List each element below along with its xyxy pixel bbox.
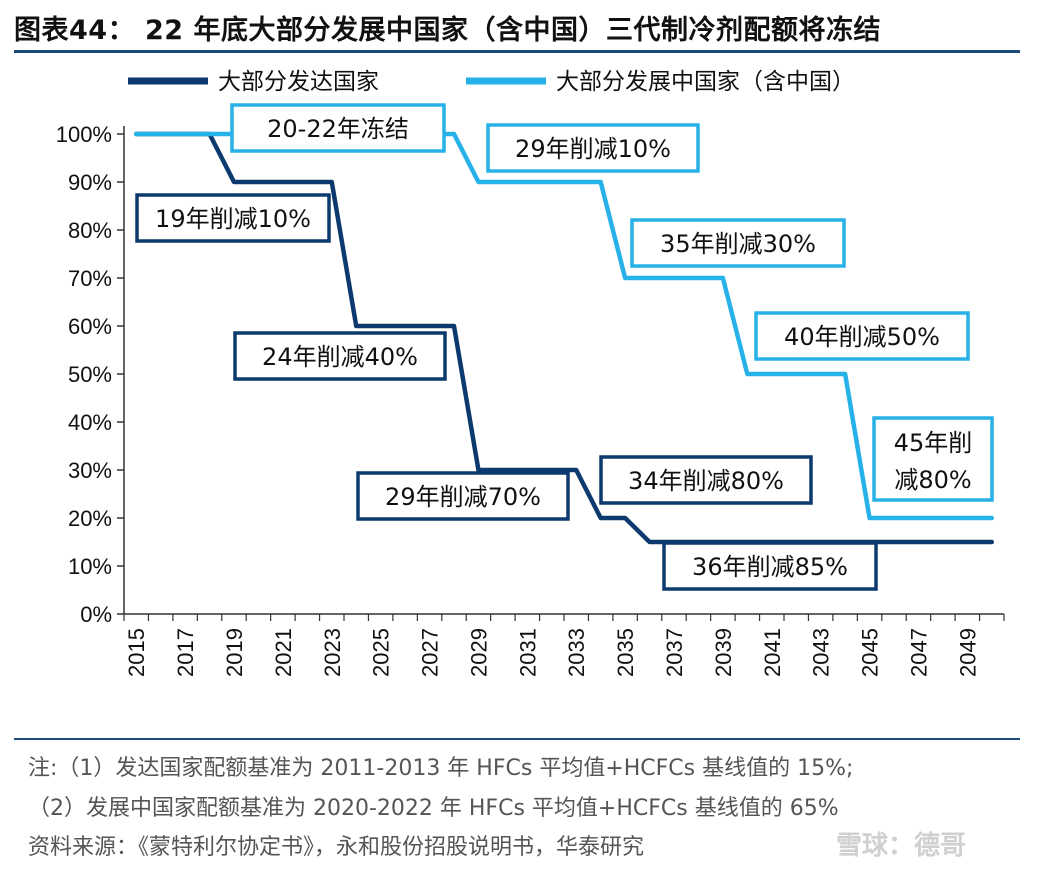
annotation-frame bbox=[872, 416, 994, 502]
y-tick-label: 100% bbox=[56, 122, 112, 147]
x-tick-label: 2017 bbox=[173, 628, 198, 677]
annotation-label: 29年削减70% bbox=[385, 483, 541, 511]
annotation-box: 34年削减80% bbox=[599, 455, 813, 505]
x-tick-label: 2021 bbox=[271, 628, 296, 677]
y-tick-label: 40% bbox=[68, 410, 112, 435]
annotation-frame bbox=[486, 123, 700, 173]
x-tick-label: 2019 bbox=[222, 628, 247, 677]
annotation-frame bbox=[754, 311, 970, 361]
y-tick-label: 30% bbox=[68, 458, 112, 483]
top-rule bbox=[14, 50, 1020, 53]
x-tick-label: 2043 bbox=[809, 628, 834, 677]
annotation-frame bbox=[233, 331, 447, 381]
annotation-box: 20-22年冻结 bbox=[230, 103, 446, 153]
x-tick-label: 2015 bbox=[124, 628, 149, 677]
annotation-frame bbox=[230, 103, 446, 153]
annotation-frame bbox=[599, 455, 813, 505]
y-tick-label: 10% bbox=[68, 554, 112, 579]
y-tick-label: 90% bbox=[68, 170, 112, 195]
annotation-box: 29年削减70% bbox=[356, 471, 570, 521]
annotation-box: 29年削减10% bbox=[486, 123, 700, 173]
y-tick-label: 60% bbox=[68, 314, 112, 339]
legend-label-developed: 大部分发达国家 bbox=[218, 69, 379, 95]
annotation-box: 36年削减85% bbox=[662, 541, 878, 591]
annotation-box: 24年削减40% bbox=[233, 331, 447, 381]
x-tick-label: 2025 bbox=[369, 628, 394, 677]
x-tick-label: 2041 bbox=[760, 628, 785, 677]
annotation-label: 40年削减50% bbox=[784, 323, 940, 351]
x-tick-label: 2047 bbox=[906, 628, 931, 677]
annotation-label: 34年削减80% bbox=[628, 467, 784, 495]
y-tick-label: 50% bbox=[68, 362, 112, 387]
footnote-1: 注:（1）发达国家配额基准为 2011-2013 年 HFCs 平均值+HCFC… bbox=[28, 756, 854, 781]
x-tick-label: 2027 bbox=[418, 628, 443, 677]
legend: 大部分发达国家 大部分发展中国家（含中国） bbox=[128, 69, 855, 95]
y-tick-label: 70% bbox=[68, 266, 112, 291]
y-tick-label: 0% bbox=[80, 602, 112, 627]
x-tick-label: 2023 bbox=[320, 628, 345, 677]
legend-label-developing: 大部分发展中国家（含中国） bbox=[556, 69, 855, 95]
y-tick-label: 20% bbox=[68, 506, 112, 531]
annotations: 20-22年冻结 29年削减10% 35年削减30% 40年削减50% 45年削减80%… bbox=[135, 103, 994, 591]
annotation-box: 40年削减50% bbox=[754, 311, 970, 361]
annotation-box: 35年削减30% bbox=[630, 218, 846, 268]
annotation-frame bbox=[630, 218, 846, 268]
annotation-label: 19年削减10% bbox=[155, 205, 311, 233]
footnote-2: （2）发展中国家配额基准为 2020-2022 年 HFCs 平均值+HCFCs… bbox=[28, 796, 839, 821]
step-line-chart: 大部分发达国家 大部分发展中国家（含中国） 0% 10% 20% 30% 40% 50% 6… bbox=[56, 69, 1005, 677]
x-tick-label: 2039 bbox=[711, 628, 736, 677]
annotation-box: 19年削减10% bbox=[135, 193, 331, 243]
x-tick-label: 2033 bbox=[564, 628, 589, 677]
annotation-label: 24年削减40% bbox=[262, 343, 418, 371]
annotation-label: 减80% bbox=[894, 466, 971, 494]
annotation-label: 36年削减85% bbox=[692, 553, 848, 581]
source-line: 资料来源：《蒙特利尔协定书》，永和股份招股说明书，华泰研究 bbox=[28, 835, 645, 860]
watermark: 雪球：德哥 bbox=[836, 831, 967, 861]
x-tick-label: 2045 bbox=[858, 628, 883, 677]
annotation-frame bbox=[356, 471, 570, 521]
annotation-label: 20-22年冻结 bbox=[267, 115, 409, 143]
chart-title: 图表44： 22 年底大部分发展中国家（含中国）三代制冷剂配额将冻结 bbox=[14, 15, 881, 46]
bottom-rule bbox=[14, 738, 1020, 740]
axes: 0% 10% 20% 30% 40% 50% 60% 70% 80% 90% 100% 2015 201… bbox=[56, 122, 1005, 677]
x-tick-label: 2031 bbox=[515, 628, 540, 677]
annotation-label: 29年削减10% bbox=[515, 135, 671, 163]
x-tick-label: 2037 bbox=[662, 628, 687, 677]
x-tick-label: 2029 bbox=[466, 628, 491, 677]
annotation-frame bbox=[135, 193, 331, 243]
x-tick-label: 2035 bbox=[613, 628, 638, 677]
annotation-label: 35年削减30% bbox=[660, 230, 816, 258]
annotation-frame bbox=[662, 541, 878, 591]
annotation-label: 45年削 bbox=[894, 429, 973, 457]
y-tick-label: 80% bbox=[68, 218, 112, 243]
x-tick-label: 2049 bbox=[955, 628, 980, 677]
